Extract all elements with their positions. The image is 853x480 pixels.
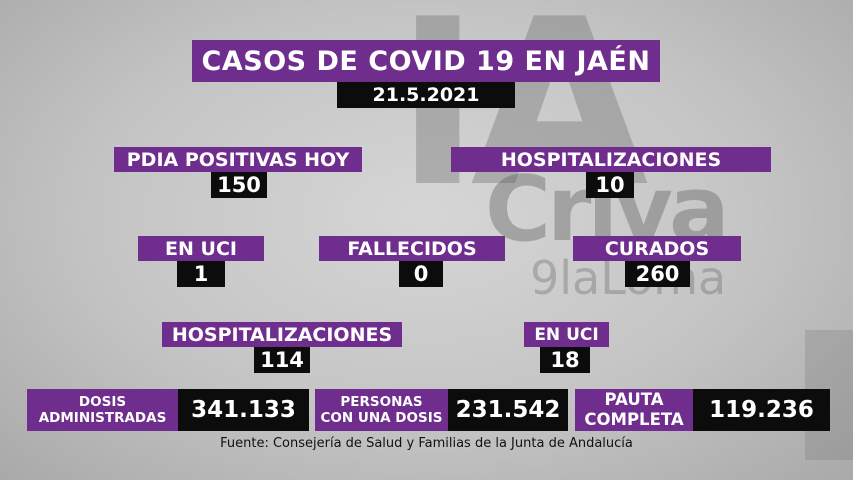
una-dosis-label-line1: PERSONAS (340, 393, 423, 410)
personas-una-dosis-label: PERSONAS CON UNA DOSIS (315, 389, 448, 431)
fallecidos-label: FALLECIDOS (319, 236, 505, 261)
report-date: 21.5.2021 (337, 82, 515, 108)
pauta-label-line1: PAUTA (604, 389, 664, 409)
en-uci-hoy-label: EN UCI (138, 236, 264, 261)
en-uci-total-value: 18 (540, 347, 590, 373)
curados-value: 260 (625, 261, 690, 287)
pdia-positivas-value: 150 (211, 172, 267, 198)
dosis-administradas-value: 341.133 (178, 389, 309, 431)
hospitalizaciones-total-value: 114 (254, 347, 310, 373)
source-footer: Fuente: Consejería de Salud y Familias d… (220, 436, 633, 451)
page-title: CASOS DE COVID 19 EN JAÉN (192, 40, 660, 82)
curados-label: CURADOS (573, 236, 741, 261)
pauta-label-line2: COMPLETA (584, 410, 684, 429)
personas-una-dosis-value: 231.542 (448, 389, 568, 431)
pdia-positivas-label: PDIA POSITIVAS HOY (114, 147, 362, 172)
en-uci-total-label: EN UCI (524, 322, 609, 347)
dosis-label-line1: DOSIS (78, 393, 127, 410)
hospitalizaciones-total-label: HOSPITALIZACIONES (162, 322, 402, 347)
hospitalizaciones-hoy-label: HOSPITALIZACIONES (451, 147, 771, 172)
dosis-administradas-label: DOSIS ADMINISTRADAS (27, 389, 178, 431)
fallecidos-value: 0 (399, 261, 443, 287)
pauta-completa-value: 119.236 (693, 389, 830, 431)
hospitalizaciones-hoy-value: 10 (586, 172, 634, 198)
una-dosis-label-line2: CON UNA DOSIS (320, 410, 443, 426)
pauta-completa-label: PAUTA COMPLETA (575, 389, 693, 431)
en-uci-hoy-value: 1 (177, 261, 225, 287)
dosis-label-line2: ADMINISTRADAS (38, 410, 167, 426)
